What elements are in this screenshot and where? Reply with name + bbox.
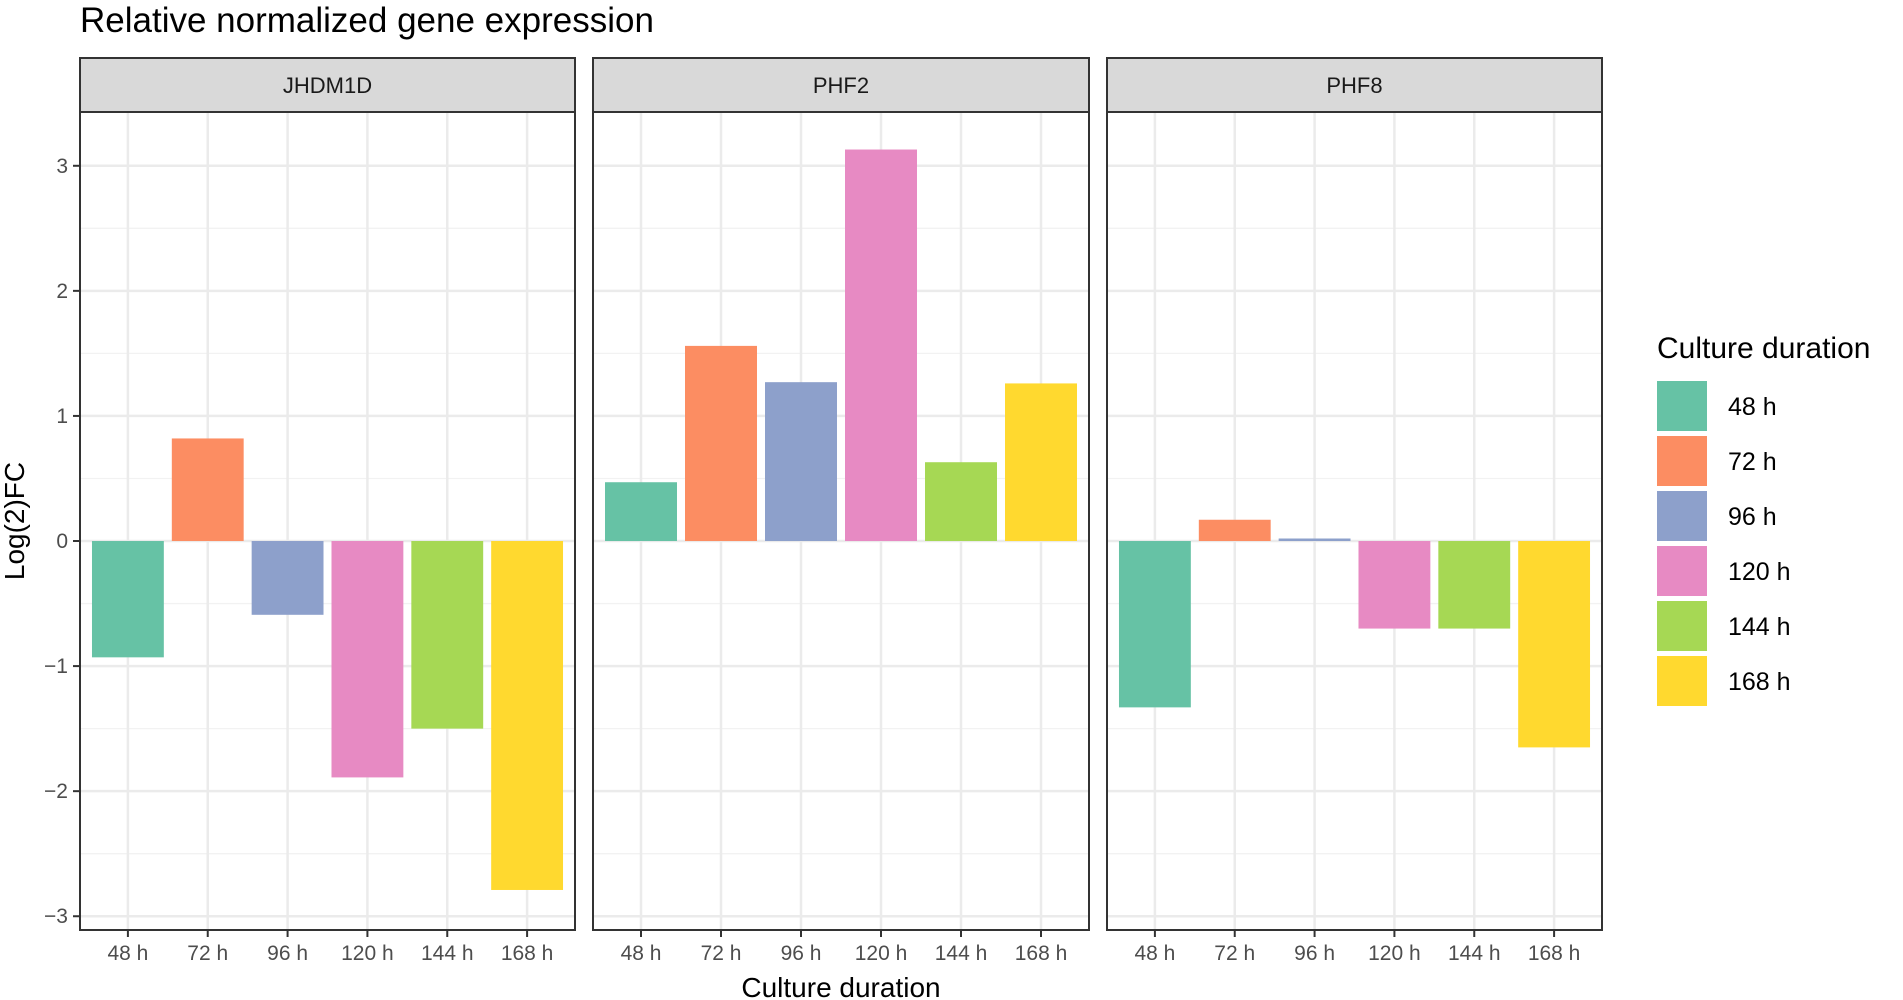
facet-strip-label: PHF2 [813, 73, 869, 98]
x-tick-label: 48 h [107, 942, 148, 965]
legend: Culture duration 48 h 72 h 96 h 120 h 144 h 1… [1657, 332, 1870, 706]
x-tick-label: 72 h [701, 942, 742, 965]
legend-label: 48 h [1728, 393, 1777, 421]
y-axis-label: Log(2)FC [0, 462, 30, 580]
legend-key-120h [1657, 546, 1707, 596]
x-tick-label: 120 h [341, 942, 394, 965]
y-tick-label: −1 [44, 655, 68, 678]
legend-label: 72 h [1728, 448, 1777, 476]
x-tick-label: 48 h [621, 942, 662, 965]
facet-strip [79, 57, 576, 113]
y-tick-label: 0 [56, 530, 68, 553]
bar-jhdm1d-120h [331, 541, 404, 778]
x-tick-label: 168 h [1015, 942, 1068, 965]
legend-key-168h [1657, 656, 1707, 706]
bar-jhdm1d-144h [411, 541, 484, 729]
legend-key-96h [1657, 491, 1707, 541]
x-tick-label: 120 h [1368, 942, 1421, 965]
y-tick-label: 1 [56, 405, 68, 428]
bar-jhdm1d-96h [251, 541, 324, 615]
facet-strip-label: PHF8 [1326, 73, 1382, 98]
bar-phf8-144h [1438, 541, 1511, 629]
bar-phf8-96h [1278, 538, 1351, 542]
y-axis: −3 −2 −1 0 1 2 3 [44, 155, 80, 928]
bar-phf2-96h [765, 382, 837, 542]
x-tick-label: 144 h [421, 942, 474, 965]
x-axis-label: Culture duration [741, 972, 940, 1000]
bar-phf8-72h [1198, 519, 1271, 542]
y-tick-label: 2 [56, 280, 68, 303]
x-tick-label: 96 h [267, 942, 308, 965]
bar-phf2-72h [685, 345, 757, 542]
bar-jhdm1d-48h [91, 541, 164, 658]
y-tick-label: −3 [44, 905, 68, 928]
legend-key-48h [1657, 381, 1707, 431]
x-tick-label: 96 h [781, 942, 822, 965]
x-tick-label: 72 h [187, 942, 228, 965]
bar-phf8-168h [1518, 541, 1591, 748]
bar-phf2-168h [1005, 383, 1077, 542]
legend-key-72h [1657, 436, 1707, 486]
x-tick-label: 144 h [1448, 942, 1501, 965]
bar-phf8-48h [1118, 541, 1191, 708]
x-tick-label: 120 h [855, 942, 908, 965]
chart-title: Relative normalized gene expression [80, 1, 654, 40]
y-tick-label: −2 [44, 780, 68, 803]
legend-label: 96 h [1728, 503, 1777, 531]
facet-panel-phf8: PHF8 48 h 72 h 96 h 120 h 144 h 168 h [1106, 57, 1603, 965]
legend-label: 120 h [1728, 558, 1791, 586]
legend-label: 144 h [1728, 613, 1791, 641]
panel-background [1107, 112, 1602, 930]
legend-key-144h [1657, 601, 1707, 651]
x-tick-label: 48 h [1134, 942, 1175, 965]
facet-strip-label: JHDM1D [283, 73, 372, 98]
x-tick-label: 144 h [935, 942, 988, 965]
x-tick-label: 168 h [501, 942, 554, 965]
bar-phf2-120h [845, 149, 917, 542]
facet-panel-phf2: PHF2 48 h 72 h 96 h 120 h 144 h 168 h [592, 57, 1090, 965]
legend-label: 168 h [1728, 668, 1791, 696]
x-tick-label: 168 h [1528, 942, 1581, 965]
x-tick-label: 96 h [1294, 942, 1335, 965]
bar-phf2-144h [925, 462, 997, 542]
x-tick-label: 72 h [1214, 942, 1255, 965]
facet-strip [592, 57, 1090, 113]
bar-phf2-48h [605, 482, 677, 542]
bar-jhdm1d-168h [491, 541, 564, 890]
y-tick-label: 3 [56, 155, 68, 178]
bar-phf8-120h [1358, 541, 1431, 629]
facet-panel-jhdm1d: JHDM1D 48 h 72 h 96 h 120 h 144 h 168 h [79, 57, 576, 965]
bar-jhdm1d-72h [171, 438, 244, 542]
facet-strip [1106, 57, 1603, 113]
legend-title: Culture duration [1657, 332, 1870, 365]
